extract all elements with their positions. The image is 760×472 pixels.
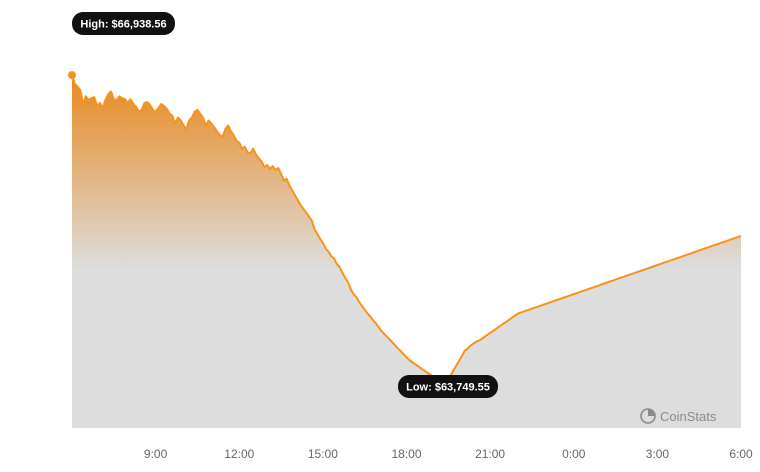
low-callout-label: Low: $63,749.55	[406, 382, 490, 394]
watermark-text: CoinStats	[660, 409, 717, 424]
price-line	[71, 74, 742, 386]
x-tick-label: 0:00	[562, 447, 586, 461]
coinstats-logo-icon	[640, 408, 656, 424]
x-tick-label: 6:00	[729, 447, 753, 461]
x-tick-label: 15:00	[308, 447, 338, 461]
price-area	[72, 75, 741, 428]
x-tick-label: 18:00	[391, 447, 421, 461]
low-callout-bg	[398, 375, 498, 398]
high-point	[68, 71, 76, 80]
x-tick-label: 21:00	[475, 447, 505, 461]
high-callout: High: $66,938.56	[72, 12, 175, 35]
x-tick-label: 3:00	[646, 447, 670, 461]
high-callout-bg	[72, 12, 175, 35]
low-callout: Low: $63,749.55	[398, 375, 498, 398]
watermark: CoinStats	[640, 408, 717, 424]
high-callout-label: High: $66,938.56	[80, 19, 166, 31]
x-tick-label: 9:00	[144, 447, 168, 461]
x-tick-label: 12:00	[224, 447, 254, 461]
